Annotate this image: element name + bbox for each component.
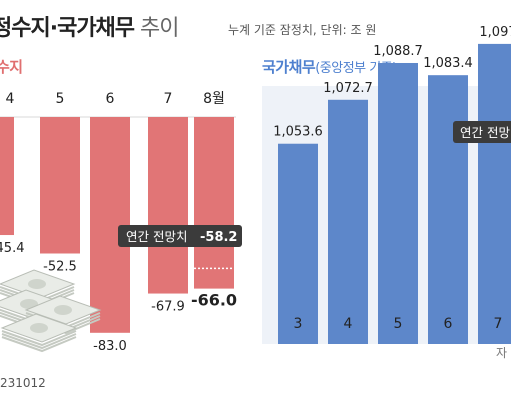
deficit-bar-1 xyxy=(40,117,80,254)
right-title-sub: (중앙정부 기준) xyxy=(315,61,397,76)
deficit-value-label: 45.4 xyxy=(0,241,24,256)
deficit-bar-2 xyxy=(90,117,130,333)
deficit-category-label: 7 xyxy=(164,91,173,107)
debt-bar-3 xyxy=(428,75,468,345)
title-main: 정수지·국가채무 xyxy=(0,16,135,41)
deficit-value-label: -67.9 xyxy=(151,300,185,315)
debt-category-label: 3 xyxy=(294,316,303,332)
debt-category-label: 4 xyxy=(344,316,353,332)
debt-bar-2 xyxy=(378,62,418,345)
deficit-category-label: 6 xyxy=(106,91,115,107)
debt-value-label: 1,097 xyxy=(479,25,511,40)
projection-callout-label: 연간 전망치 xyxy=(126,229,187,244)
deficit-chart: 4 45.4 5 -52.5 6 -83.0 7 -67.9 8월 -66.0 연간 전망치 -58… xyxy=(0,91,242,354)
deficit-category-label: 5 xyxy=(56,91,65,107)
money-stack-illustration xyxy=(0,269,102,353)
credit-text: 자 xyxy=(496,346,508,360)
deficit-value-label: -52.5 xyxy=(43,260,77,275)
right-title-main: 국가채무 xyxy=(262,58,316,76)
debt-category-label: 5 xyxy=(394,316,403,332)
deficit-bar-3 xyxy=(148,117,188,294)
deficit-value-label: -66.0 xyxy=(191,291,237,310)
deficit-bar-0 xyxy=(0,117,14,236)
debt-callout-label: 연간 전망 xyxy=(460,125,510,140)
debt-callout-box xyxy=(453,121,511,143)
footer-code: 231012 xyxy=(0,376,46,390)
deficit-category-label: 4 xyxy=(6,91,15,107)
left-section-title: 수지 xyxy=(0,58,23,76)
chart-title: 정수지·국가채무 추이 xyxy=(0,10,180,42)
debt-value-label: 1,088.7 xyxy=(373,44,423,59)
deficit-category-label: 8월 xyxy=(203,91,225,107)
debt-category-label: 7 xyxy=(494,316,503,332)
projection-callout-value: -58.2 xyxy=(200,230,237,245)
debt-value-label: 1,072.7 xyxy=(323,81,373,96)
debt-bar-0 xyxy=(278,143,318,344)
debt-value-label: 1,083.4 xyxy=(423,56,473,71)
right-section-title: 국가채무(중앙정부 기준) xyxy=(262,56,397,77)
money-bill-icon xyxy=(0,313,78,353)
debt-bar-4 xyxy=(478,43,511,345)
debt-category-label: 6 xyxy=(444,316,453,332)
debt-chart: 1,053.6 3 1,072.7 4 1,088.7 5 1,083.4 6 1,097 7 연간… xyxy=(273,25,511,345)
title-suffix: 추이 xyxy=(134,16,180,41)
debt-value-label: 1,053.6 xyxy=(273,125,323,140)
deficit-value-label: -83.0 xyxy=(93,339,127,354)
projection-callout-box xyxy=(118,225,242,247)
unit-note: 누계 기준 잠정치, 단위: 조 원 xyxy=(228,23,377,37)
deficit-bar-4 xyxy=(194,117,234,289)
debt-bar-1 xyxy=(328,99,368,344)
